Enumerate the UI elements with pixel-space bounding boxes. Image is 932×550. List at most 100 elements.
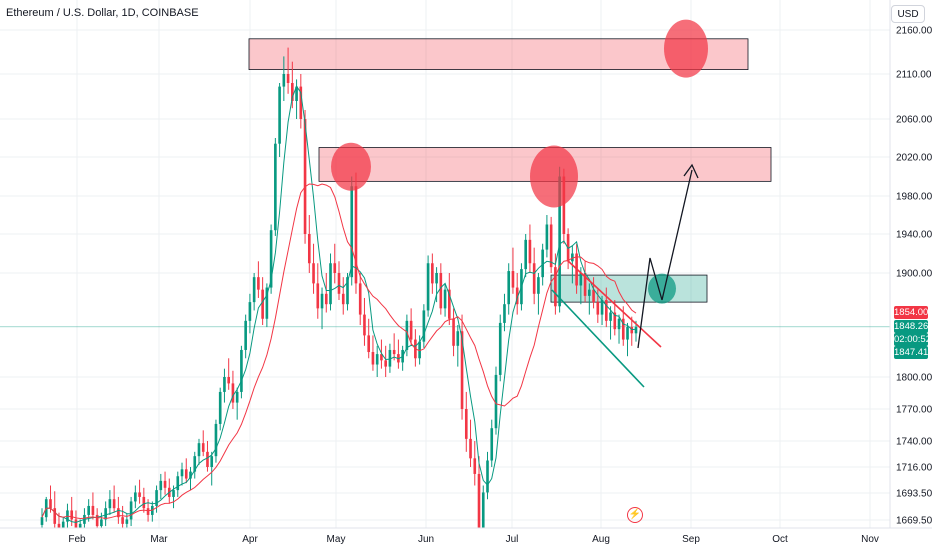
candle-body — [388, 349, 392, 367]
candle-body — [554, 267, 557, 307]
candles-layer — [40, 47, 638, 528]
candle-body — [240, 349, 243, 392]
time-tick-label: Nov — [861, 534, 879, 545]
last-price-tag: 1854.00 — [894, 306, 929, 319]
marker-circle — [530, 145, 578, 208]
candle-body — [87, 505, 90, 515]
candle-body — [117, 508, 120, 518]
price-tick-label: 1669.50 — [896, 516, 932, 527]
candle-body — [541, 249, 544, 278]
candle-body — [184, 469, 188, 479]
support-retest-zone — [550, 274, 708, 303]
ma-slow-line — [41, 183, 637, 520]
candle-body — [609, 312, 612, 321]
time-tick-label: Feb — [68, 534, 86, 545]
candle-body — [312, 263, 315, 284]
time-tick-label: Mar — [150, 534, 168, 545]
candle-body — [180, 469, 184, 477]
price-tick-label: 2020.00 — [896, 153, 932, 164]
candle-body — [630, 327, 634, 334]
candle-body — [244, 320, 247, 350]
time-tick-label: Aug — [592, 534, 610, 545]
candle-body — [303, 119, 307, 234]
candle-body — [70, 510, 74, 520]
price-tick-label: 1716.00 — [896, 463, 932, 474]
candle-body — [600, 300, 604, 315]
candle-body — [40, 517, 44, 525]
candle-body — [206, 451, 209, 467]
candle-body — [532, 263, 536, 294]
candle-body — [49, 499, 52, 509]
candle-body — [583, 273, 587, 296]
candle-body — [299, 86, 303, 119]
countdown-tag: 02:00:52 — [894, 333, 931, 346]
candle-body — [452, 318, 455, 346]
candle-body — [545, 224, 549, 250]
candle-body — [431, 263, 434, 284]
prev-price-tag: 1847.41 — [894, 346, 929, 359]
candle-body — [613, 312, 617, 330]
candle-body — [511, 271, 515, 288]
time-axis[interactable]: Feb Mar Apr May Jun Jul Aug Sep Oct Nov — [68, 534, 879, 545]
candle-body — [189, 471, 192, 479]
candle-body — [562, 176, 566, 234]
candle-body — [405, 320, 409, 350]
marker-circle — [331, 142, 371, 191]
candle-body — [112, 499, 116, 509]
marker-circle — [664, 19, 708, 78]
candle-body — [159, 480, 163, 491]
candle-body — [316, 283, 320, 309]
candle-body — [579, 273, 583, 286]
candle-body — [307, 234, 311, 264]
candle-body — [248, 302, 252, 321]
currency-button[interactable]: USD — [891, 5, 925, 23]
price-tick-label: 1740.00 — [896, 437, 932, 448]
time-tick-label: May — [327, 534, 346, 545]
channel-top-line — [566, 259, 662, 348]
candle-body — [227, 377, 231, 384]
candle-body — [74, 519, 78, 528]
candle-body — [435, 273, 438, 284]
candle-body — [223, 377, 226, 392]
channel-bottom-line — [551, 289, 645, 388]
price-axis[interactable]: 2160.00 2110.00 2060.00 2020.00 1980.00 1940.… — [896, 26, 932, 527]
candle-body — [558, 176, 561, 307]
candle-body — [61, 521, 65, 528]
candle-body — [503, 304, 506, 323]
price-tick-label: 2060.00 — [896, 115, 932, 126]
candle-body — [571, 253, 574, 262]
candle-body — [486, 460, 489, 493]
candle-body — [460, 331, 464, 409]
candle-body — [524, 239, 528, 270]
price-tick-label: 2160.00 — [896, 26, 932, 37]
candle-body — [617, 318, 621, 330]
candle-body — [146, 508, 150, 515]
candle-body — [95, 514, 99, 527]
candle-body — [265, 287, 269, 319]
candle-body — [108, 499, 112, 509]
time-tick-label: Sep — [682, 534, 700, 545]
candle-body — [490, 428, 494, 461]
lightning-icon[interactable]: ⚡ — [627, 507, 643, 523]
candle-body — [392, 349, 396, 355]
candle-body — [371, 352, 375, 365]
candle-body — [549, 224, 553, 268]
candle-body — [507, 271, 511, 305]
candle-body — [163, 480, 167, 488]
candle-body — [78, 523, 82, 528]
price-tick-label: 1980.00 — [896, 192, 932, 203]
arrow-head-icon — [683, 163, 699, 179]
chart-title: Ethereum / U.S. Dollar, 1D, COINBASE — [6, 7, 199, 19]
price-tick-label: 2110.00 — [896, 70, 932, 81]
candle-body — [295, 86, 298, 101]
candle-body — [384, 360, 387, 367]
candle-body — [439, 273, 443, 309]
candle-body — [261, 289, 264, 319]
candle-body — [155, 490, 158, 506]
candle-body — [172, 490, 175, 497]
candle-body — [218, 391, 222, 424]
candle-body — [210, 456, 214, 467]
candle-body — [269, 230, 273, 288]
candle-body — [354, 186, 358, 284]
